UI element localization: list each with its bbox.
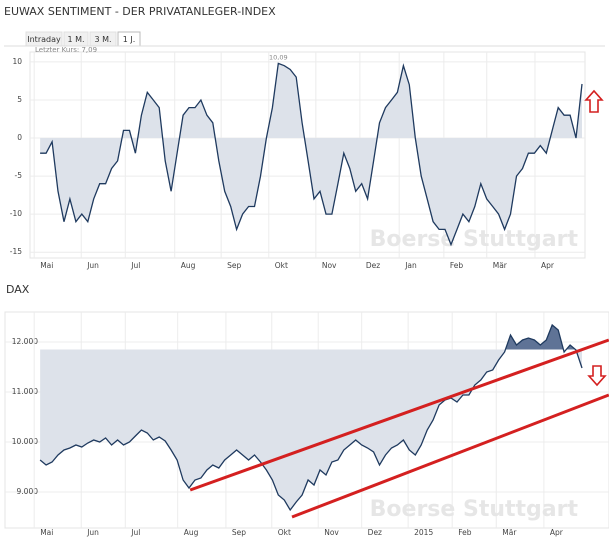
tab-label[interactable]: Intraday (27, 35, 61, 44)
x-tick-label: Aug (184, 528, 199, 537)
x-tick-label: Mär (502, 528, 517, 537)
x-tick-label: Jun (86, 261, 99, 270)
x-tick-label: Mai (40, 528, 53, 537)
x-tick-label: Jul (130, 261, 140, 270)
x-tick-label: Okt (278, 528, 291, 537)
x-tick-label: Apr (550, 528, 564, 537)
peak-label: 10,09 (269, 53, 288, 61)
tab-label[interactable]: 1 J. (123, 35, 136, 44)
x-tick-label: Jul (130, 528, 140, 537)
x-tick-label: Feb (450, 261, 464, 270)
x-tick-label: Dez (366, 261, 380, 270)
watermark: Boerse Stuttgart (370, 497, 579, 522)
x-tick-label: Aug (181, 261, 196, 270)
x-tick-label: Mai (40, 261, 53, 270)
area (40, 325, 583, 510)
x-tick-label: Nov (322, 261, 337, 270)
chart-title: EUWAX SENTIMENT - DER PRIVATANLEGER-INDE… (4, 5, 276, 18)
y-tick-label: -10 (10, 209, 22, 218)
x-tick-label: Mär (493, 261, 508, 270)
trend-line (291, 393, 609, 519)
y-tick-label: 9.000 (17, 487, 39, 496)
x-tick-label: Jun (86, 528, 99, 537)
y-tick-label: 12.000 (12, 337, 38, 346)
x-tick-label: Sep (227, 261, 241, 270)
area-above (40, 325, 582, 350)
x-tick-label: 2015 (414, 528, 433, 537)
y-tick-label: 5 (17, 95, 22, 104)
tab-label[interactable]: 3 M. (94, 35, 111, 44)
tab-label[interactable]: 1 M. (67, 35, 84, 44)
x-tick-label: Apr (541, 261, 555, 270)
x-tick-label: Nov (324, 528, 339, 537)
area (40, 63, 583, 245)
watermark: Boerse Stuttgart (370, 227, 579, 252)
line (40, 62, 583, 247)
y-tick-label: 10.000 (12, 437, 38, 446)
x-tick-label: Feb (458, 528, 472, 537)
trend-line (189, 338, 609, 492)
y-tick-label: -5 (15, 171, 23, 180)
y-tick-label: 0 (17, 133, 22, 142)
y-tick-label: -15 (10, 247, 22, 256)
x-tick-label: Okt (275, 261, 288, 270)
x-tick-label: Dez (368, 528, 382, 537)
last-price: Letzter Kurs: 7,09 (35, 46, 97, 54)
up-arrow (584, 89, 604, 113)
y-tick-label: 11.000 (12, 387, 38, 396)
x-tick-label: Sep (232, 528, 246, 537)
chart-title: DAX (6, 283, 30, 296)
y-tick-label: 10 (12, 57, 22, 66)
x-tick-label: Jan (404, 261, 417, 270)
down-arrow (587, 365, 607, 387)
line (39, 323, 583, 512)
